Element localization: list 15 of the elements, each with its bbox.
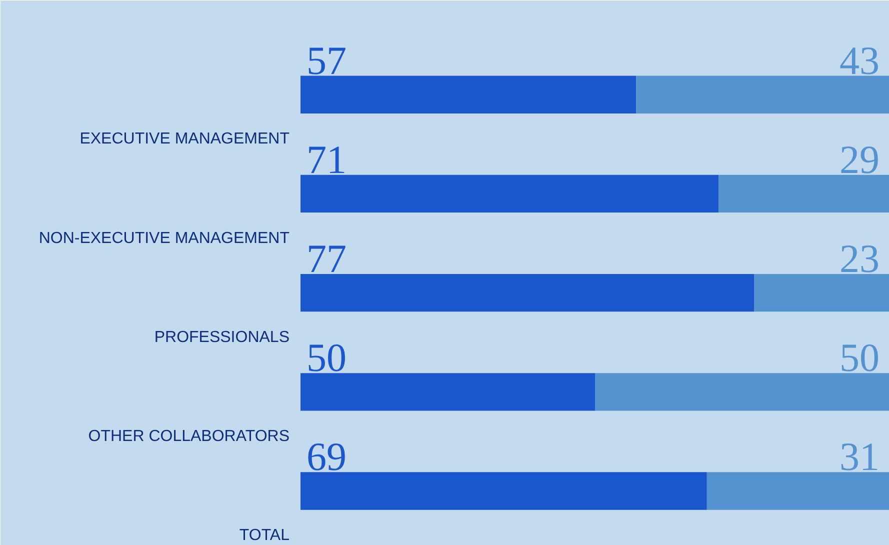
- data-label: 23: [840, 236, 880, 282]
- data-label: 50: [840, 335, 880, 380]
- data-label: 50: [306, 335, 346, 380]
- data-label: 29: [840, 136, 880, 182]
- y-tick-label: NON-EXECUTIVE MANAGEMENT: [38, 230, 290, 247]
- data-label: 57: [306, 38, 346, 83]
- y-tick-label: TOTAL: [239, 527, 290, 544]
- y-tick-label: PROFESSIONALS: [154, 328, 290, 346]
- y-tick-label: OTHER COLLABORATORS: [88, 428, 290, 445]
- data-label: 77: [306, 236, 346, 282]
- data-label: 71: [306, 136, 346, 182]
- data-label: 43: [840, 38, 880, 83]
- y-tick-label: EXECUTIVE MANAGEMENT: [80, 130, 290, 148]
- data-label: 69: [306, 434, 346, 480]
- data-label: 31: [840, 434, 880, 480]
